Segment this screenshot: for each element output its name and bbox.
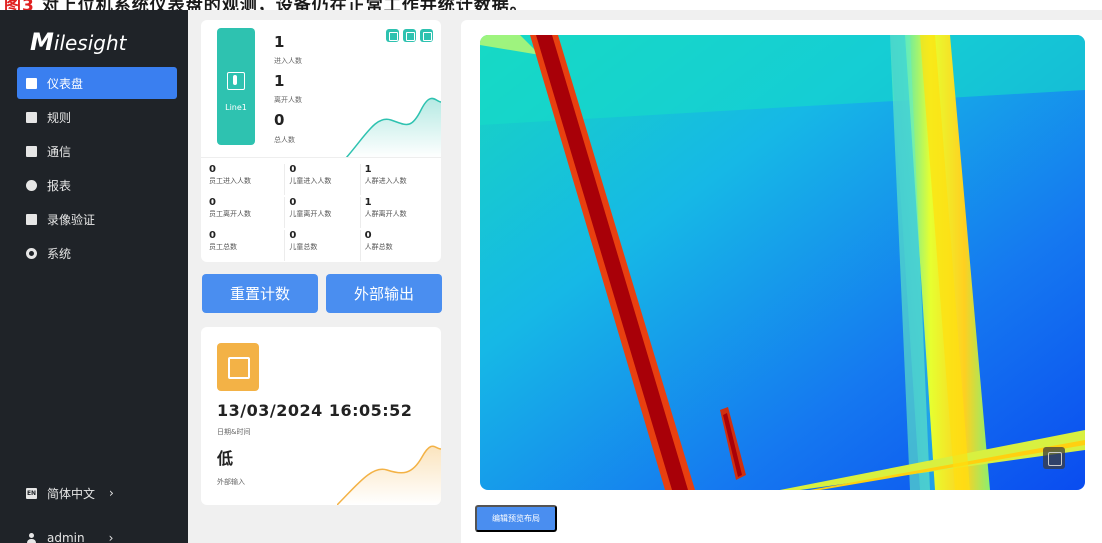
communication-icon — [26, 145, 37, 157]
user-menu[interactable]: admin › — [17, 522, 177, 543]
breakdown-grid: 0 员工进入人数 0 儿童进入人数 1 人群进入人数 0 员工离开人数 0 儿童离开人数 … — [209, 164, 435, 261]
line-label: Line1 — [225, 103, 247, 112]
chevron-right-icon: › — [108, 531, 114, 543]
breakdown-cell: 0 人群总数 — [359, 230, 435, 261]
input-sparkline — [337, 445, 441, 505]
language-selector[interactable]: EN 简体中文 › — [17, 477, 177, 509]
user-label: admin — [47, 531, 85, 543]
breakdown-cell: 0 员工进入人数 — [209, 164, 251, 185]
caption-text: 图3 对上位机系统仪表盘的观测，设备仍在正常工作并统计数据。 — [4, 0, 528, 10]
sidebar-item-video-verify[interactable]: 录像验证 — [17, 203, 177, 235]
line-counting-card: Line1 1 进入人数 1 离开人数 0 总人数 0 员工进入人数 0 儿童进入人… — [201, 20, 441, 262]
external-input-label: 外部输入 — [217, 478, 245, 486]
breakdown-cell: 0 员工离开人数 — [209, 197, 251, 218]
language-icon: EN — [26, 487, 37, 499]
datetime-card: 13/03/2024 16:05:52 日期&时间 低 外部输入 — [201, 327, 441, 505]
sidebar-item-label: 规则 — [47, 110, 72, 125]
sidebar-item-rules[interactable]: 规则 — [17, 101, 177, 133]
exit-icon[interactable] — [386, 29, 399, 42]
card-toolbar — [386, 29, 433, 42]
datetime-label: 日期&时间 — [217, 428, 251, 436]
total-label: 总人数 — [274, 136, 295, 144]
leave-count: 1 — [274, 72, 285, 90]
breakdown-cell: 0 员工总数 — [209, 230, 237, 251]
caption-banner: 图3 对上位机系统仪表盘的观测，设备仍在正常工作并统计数据。 — [0, 0, 1102, 10]
reset-count-button[interactable]: 重置计数 — [202, 274, 318, 313]
pie-chart-icon — [26, 179, 37, 191]
rules-icon — [26, 111, 37, 123]
sidebar-item-label: 报表 — [47, 178, 72, 193]
enter-label: 进入人数 — [274, 57, 302, 65]
chevron-right-icon: › — [109, 486, 114, 500]
user-icon — [26, 532, 37, 543]
breakdown-cell: 0 儿童进入人数 — [284, 164, 359, 195]
language-label: 简体中文 — [47, 486, 96, 501]
leave-label: 离开人数 — [274, 96, 302, 104]
fullscreen-icon[interactable] — [1043, 447, 1065, 469]
person-group-icon[interactable] — [420, 29, 433, 42]
sidebar-item-system[interactable]: 系统 — [17, 237, 177, 269]
card-divider — [201, 157, 441, 158]
external-input-value: 低 — [217, 449, 234, 468]
sidebar-item-label: 录像验证 — [47, 212, 96, 227]
dashboard-icon — [26, 77, 37, 89]
preview-panel: 编辑预览布局 — [461, 20, 1102, 543]
sidebar-item-label: 系统 — [47, 246, 72, 261]
person-icon[interactable] — [403, 29, 416, 42]
external-output-button[interactable]: 外部输出 — [326, 274, 442, 313]
sidebar-item-dashboard[interactable]: 仪表盘 — [17, 67, 177, 99]
gear-icon — [26, 247, 37, 259]
sidebar-item-communication[interactable]: 通信 — [17, 135, 177, 167]
sidebar-item-label: 仪表盘 — [47, 76, 84, 91]
edit-preview-layout-button[interactable]: 编辑预览布局 — [475, 505, 557, 532]
video-icon — [26, 213, 37, 225]
breakdown-cell: 0 儿童离开人数 — [284, 197, 359, 228]
total-count: 0 — [274, 111, 285, 129]
datetime-value: 13/03/2024 16:05:52 — [217, 401, 413, 420]
report-icon — [217, 343, 259, 391]
sidebar-item-label: 通信 — [47, 144, 72, 159]
sidebar-item-report[interactable]: 报表 — [17, 169, 177, 201]
milesight-logo: Milesight — [30, 28, 127, 56]
depth-camera-preview[interactable] — [480, 35, 1085, 490]
sidebar: Milesight 仪表盘 规则 通信 报表 录像验证 系统 EN 简体中文 ›… — [0, 10, 188, 543]
breakdown-cell: 1 人群离开人数 — [359, 197, 435, 228]
breakdown-cell: 1 人群进入人数 — [359, 164, 435, 195]
enter-count: 1 — [274, 33, 285, 51]
line-badge[interactable]: Line1 — [217, 28, 255, 145]
breakdown-cell: 0 儿童总数 — [284, 230, 359, 261]
door-exit-icon — [227, 72, 245, 90]
trend-sparkline — [345, 97, 441, 158]
